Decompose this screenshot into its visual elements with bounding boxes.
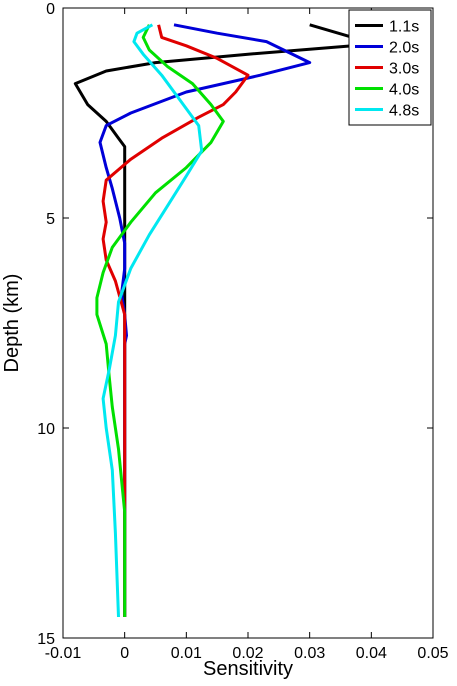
series-lines [73, 23, 373, 618]
x-tick-label: 0.01 [171, 645, 202, 662]
series-line-4.0s [95, 24, 225, 617]
series-line-4.8s [101, 23, 204, 618]
x-axis-label: Sensitivity [203, 658, 293, 680]
y-axis-label: Depth (km) [1, 274, 23, 373]
legend-label-2.0s: 2.0s [389, 40, 419, 57]
x-tick-label: -0.01 [45, 645, 82, 662]
x-tick-label: 0.02 [232, 645, 263, 662]
x-tick-label: 0.03 [294, 645, 325, 662]
y-tick-label: 10 [37, 421, 55, 438]
y-tick-label: 0 [46, 1, 55, 18]
legend-label-4.8s: 4.8s [389, 103, 419, 120]
legend-label-1.1s: 1.1s [389, 19, 419, 36]
series-line-1.1s [73, 23, 373, 617]
legend-label-4.0s: 4.0s [389, 82, 419, 99]
legend-label-3.0s: 3.0s [389, 61, 419, 78]
legend: 1.1s 2.0s 3.0s 4.0s 4.8s [348, 9, 432, 126]
y-tick-label: 15 [37, 631, 55, 648]
y-tick-label: 5 [46, 211, 55, 228]
x-tick-label: 0.04 [356, 645, 387, 662]
x-tick-label: 0.05 [417, 645, 448, 662]
x-tick-label: 0 [120, 645, 129, 662]
series-line-3.0s [101, 24, 250, 617]
